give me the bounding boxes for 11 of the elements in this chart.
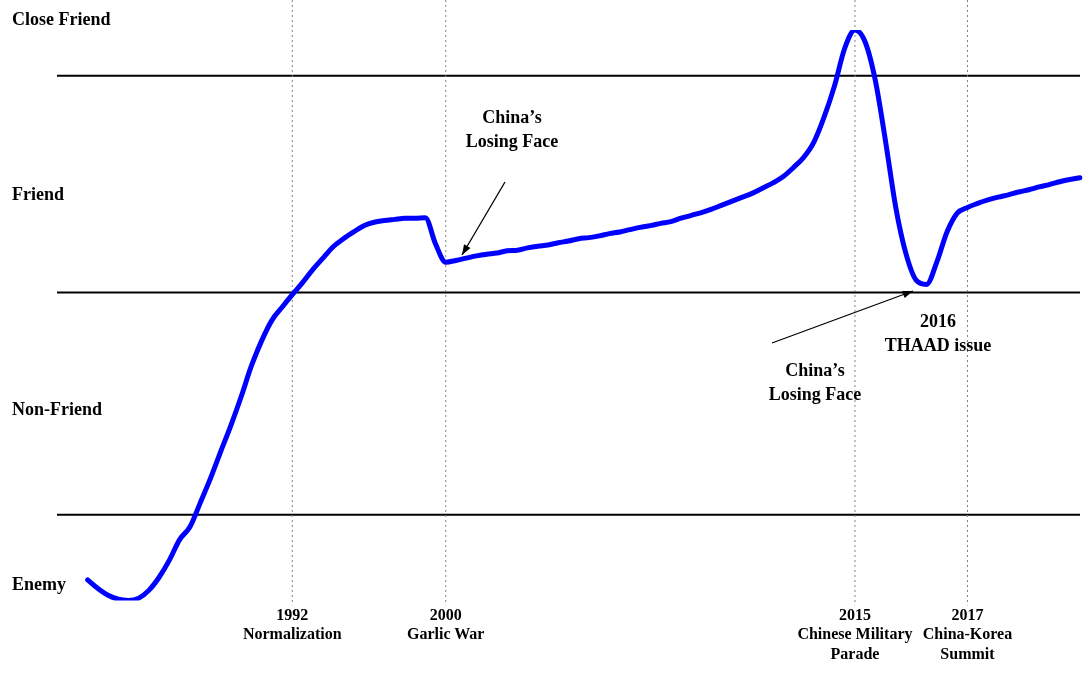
x-tick-label: 1992 Normalization <box>242 606 342 643</box>
annotation: Friend <box>12 183 64 204</box>
annotation: Enemy <box>12 573 66 594</box>
text: Close Friend <box>12 8 111 29</box>
annotation: China’s Losing Face <box>768 359 862 404</box>
annotation: Non-Friend <box>12 398 102 419</box>
x-tick-label: 2017 China-Korea Summit <box>922 606 1013 662</box>
annotation: 2016 THAAD issue <box>884 310 992 355</box>
x-tick-label: 2000 Garlic War <box>407 606 485 643</box>
x-tick-label: 2015 Chinese Military Parade <box>797 606 913 662</box>
annotation: China’s Losing Face <box>465 106 559 151</box>
